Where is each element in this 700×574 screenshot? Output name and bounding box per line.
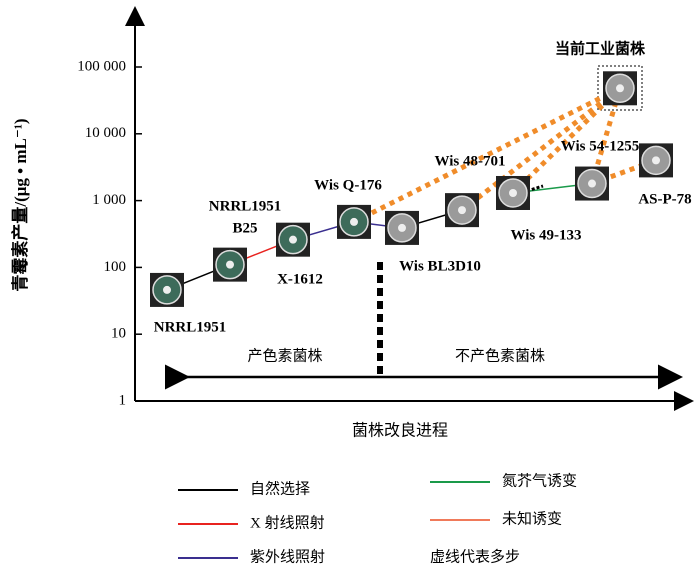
node-label: X-1612: [277, 271, 323, 287]
strain-node: [603, 71, 637, 106]
y-tick-label: 100 000: [77, 58, 126, 74]
y-axis-label: 青霉素产量/(μg • mL⁻¹): [10, 118, 30, 291]
edge: [511, 86, 622, 195]
strain-node: [575, 166, 609, 201]
legend-label: 氮芥气诱变: [502, 472, 577, 489]
node-label: NRRL1951: [154, 319, 227, 335]
legend-label: 虚线代表多步: [430, 548, 520, 565]
node-label: B25: [232, 220, 257, 236]
node-label: Wis Q-176: [314, 177, 382, 193]
node-label: NRRL1951: [209, 198, 282, 214]
node-label: AS-P-78: [638, 191, 691, 207]
strain-node: [276, 222, 310, 257]
edge: [460, 86, 622, 213]
strain-node: [639, 143, 673, 178]
strain-node: [496, 175, 530, 210]
strain-node: [213, 247, 247, 282]
y-tick-label: 10: [111, 326, 126, 342]
colony-center: [163, 285, 171, 294]
legend-label: 未知诱变: [502, 510, 562, 527]
strain-node: [385, 210, 419, 245]
colony-center: [350, 217, 358, 226]
colony-center: [398, 223, 406, 232]
colony-center: [509, 188, 517, 197]
highlight-box: [597, 65, 643, 111]
colony-center: [588, 179, 596, 188]
node-label: Wis 54-1255: [561, 138, 639, 154]
y-tick-label: 1 000: [92, 192, 126, 208]
colony-center: [616, 84, 624, 93]
colony-center: [458, 206, 466, 215]
strain-node: [150, 272, 184, 307]
legend-label: 紫外线照射: [250, 548, 325, 565]
node-label: Wis BL3D10: [399, 258, 481, 274]
y-tick-label: 100: [104, 259, 127, 275]
x-axis-label: 菌株改良进程: [352, 422, 448, 440]
colony-center: [652, 156, 660, 165]
y-tick-label: 10 000: [85, 125, 126, 141]
colony-center: [289, 235, 297, 244]
node-label: Wis 48-701: [435, 153, 506, 169]
legend-label: X 射线照射: [250, 514, 325, 531]
region-label: 不产色素菌株: [455, 347, 545, 364]
node-label: Wis 49-133: [511, 227, 582, 243]
region-label: 产色素菌株: [247, 347, 322, 364]
y-tick-label: 1: [119, 392, 127, 408]
colony-center: [226, 260, 234, 269]
strain-node: [445, 193, 479, 228]
node-label: 当前工业菌株: [555, 39, 646, 57]
legend-label: 自然选择: [250, 480, 310, 497]
strain-node: [337, 204, 371, 239]
